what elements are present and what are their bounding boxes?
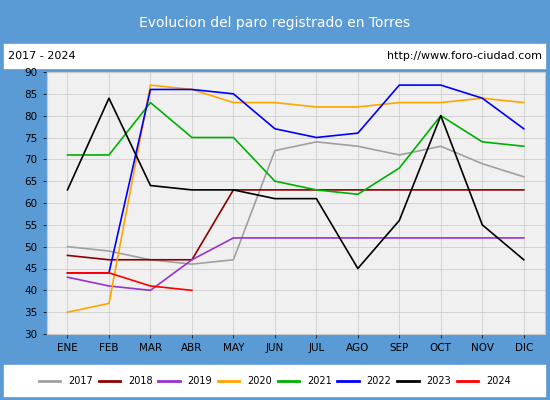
Text: http://www.foro-ciudad.com: http://www.foro-ciudad.com (387, 51, 542, 61)
Text: Evolucion del paro registrado en Torres: Evolucion del paro registrado en Torres (140, 16, 410, 30)
Text: 2017 - 2024: 2017 - 2024 (8, 51, 76, 61)
Legend: 2017, 2018, 2019, 2020, 2021, 2022, 2023, 2024: 2017, 2018, 2019, 2020, 2021, 2022, 2023… (35, 372, 515, 390)
